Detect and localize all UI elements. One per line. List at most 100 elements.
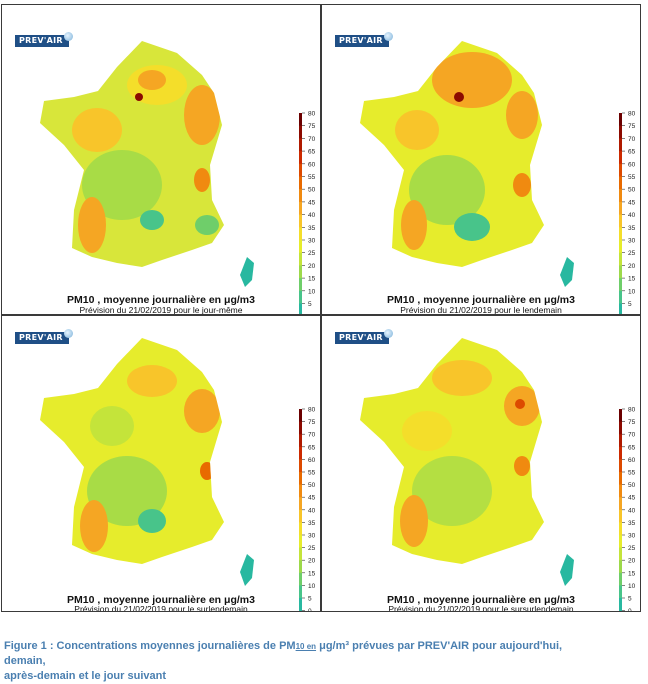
scale-swatch: [299, 472, 302, 486]
scale-tick-label: 70: [308, 432, 316, 439]
prevair-logo: PREV'AIR: [335, 329, 393, 344]
scale-tick-label: 30: [628, 533, 636, 540]
map-subtitle: Prévision du 21/02/2019 pour le lendemai…: [400, 305, 562, 315]
scale-tick-label: 45: [628, 495, 636, 502]
scale-tick-label: 0: [308, 314, 312, 315]
scale-swatch: [619, 265, 622, 279]
scale-tick-label: 40: [628, 507, 636, 514]
scale-swatch: [299, 151, 302, 165]
scale-tick-label: 10: [308, 288, 316, 295]
scale-tick-label: 20: [628, 558, 636, 565]
scale-tick-label: 15: [628, 570, 636, 577]
scale-tick-label: 55: [308, 174, 316, 181]
scale-swatch: [619, 189, 622, 203]
scale-tick-label: 15: [308, 570, 316, 577]
scale-swatch: [619, 421, 622, 435]
scale-tick-label: 50: [628, 482, 636, 489]
scale-tick-label: 70: [628, 136, 636, 143]
scale-swatch: [619, 547, 622, 561]
scale-tick-label: 10: [308, 583, 316, 590]
map-grid: PREV'AIR 80 75 70 65 60 55 50 45 40 35 30 25 20 15 10 5…: [1, 4, 641, 612]
map-panel-lendemain: PREV'AIR 80 75 70 65 60 55 50 45 40 35 30 25 20 15 10 5…: [321, 4, 641, 315]
scale-tick-label: 70: [308, 136, 316, 143]
scale-swatch: [299, 509, 302, 523]
scale-swatch: [619, 509, 622, 523]
scale-swatch: [619, 484, 622, 498]
scale-swatch: [299, 227, 302, 241]
scale-swatch: [619, 472, 622, 486]
scale-swatch: [299, 585, 302, 599]
scale-tick-label: 0: [628, 314, 632, 315]
scale-tick-label: 20: [308, 263, 316, 270]
scale-tick-label: 65: [628, 444, 636, 451]
scale-swatch: [299, 113, 302, 127]
scale-tick-label: 25: [308, 250, 316, 257]
scale-swatch: [619, 303, 622, 314]
scale-swatch: [619, 522, 622, 536]
scale-swatch: [299, 598, 302, 611]
caption-prefix: Figure 1 : Concentrations moyennes journ…: [4, 640, 296, 652]
scale-tick-label: 75: [628, 123, 636, 130]
scale-swatch: [299, 535, 302, 549]
scale-tick-label: 75: [628, 419, 636, 426]
scale-tick-label: 70: [628, 432, 636, 439]
scale-swatch: [299, 446, 302, 460]
scale-swatch: [619, 585, 622, 599]
scale-tick-label: 65: [308, 444, 316, 451]
scale-swatch: [619, 201, 622, 216]
caption-suffix: μg/m³ prévues par PREV'AIR pour aujourd'…: [4, 640, 563, 667]
scale-swatch: [619, 163, 622, 177]
scale-tick-label: 5: [308, 596, 312, 603]
scale-swatch: [619, 278, 622, 292]
scale-swatch: [619, 598, 622, 611]
scale-tick-label: 75: [308, 123, 316, 130]
scale-tick-label: 65: [308, 149, 316, 156]
scale-swatch: [299, 163, 302, 177]
logo-text: PREV'AIR: [19, 333, 63, 342]
map-panel-jour-meme: PREV'AIR 80 75 70 65 60 55 50 45 40 35 30 25 20 15 10 5…: [1, 4, 321, 315]
scale-swatch: [619, 151, 622, 165]
scale-swatch: [619, 113, 622, 127]
map-title: PM10 , moyenne journalière en μg/m3: [387, 294, 575, 306]
scale-tick-label: 80: [308, 111, 316, 118]
scale-tick-label: 60: [308, 161, 316, 168]
scale-swatch: [619, 227, 622, 241]
prevair-logo: PREV'AIR: [15, 329, 73, 344]
map-subtitle: Prévision du 21/02/2019 pour le surlende…: [74, 604, 248, 612]
scale-tick-label: 75: [308, 419, 316, 426]
scale-tick-label: 65: [628, 149, 636, 156]
scale-swatch: [299, 290, 302, 304]
scale-swatch: [619, 572, 622, 586]
scale-tick-label: 20: [628, 263, 636, 270]
scale-swatch: [619, 125, 622, 139]
scale-swatch: [299, 434, 302, 448]
scale-swatch: [299, 409, 302, 423]
scale-tick-label: 15: [308, 276, 316, 283]
scale-tick-label: 50: [628, 187, 636, 194]
scale-tick-label: 25: [628, 250, 636, 257]
scale-tick-label: 60: [628, 161, 636, 168]
map-title: PM10 , moyenne journalière en μg/m3: [387, 594, 575, 606]
scale-swatch: [619, 252, 622, 266]
scale-swatch: [619, 409, 622, 423]
scale-tick-label: 55: [628, 174, 636, 181]
scale-tick-label: 25: [308, 545, 316, 552]
scale-swatch: [299, 201, 302, 216]
figure-caption: Figure 1 : Concentrations moyennes journ…: [4, 639, 604, 684]
scale-swatch: [299, 189, 302, 203]
caption-line2: après-demain et le jour suivant: [4, 670, 166, 682]
scale-tick-label: 30: [308, 238, 316, 245]
scale-tick-label: 10: [628, 583, 636, 590]
scale-tick-label: 60: [308, 457, 316, 464]
map-panel-surlendemain: PREV'AIR 80 75 70 65 60 55 50 45 40 35 30 25 20 15 10 5…: [1, 315, 321, 612]
scale-swatch: [299, 176, 302, 190]
scale-tick-label: 45: [308, 495, 316, 502]
scale-tick-label: 80: [628, 407, 636, 414]
scale-swatch: [299, 421, 302, 435]
map-title: PM10 , moyenne journalière en μg/m3: [67, 294, 255, 306]
